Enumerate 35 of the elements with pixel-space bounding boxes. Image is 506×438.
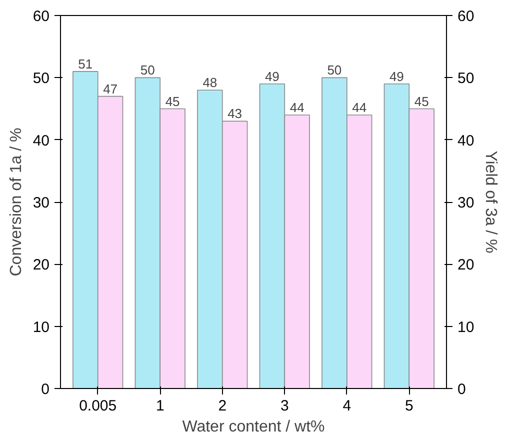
y2-tick-label: 40 [458,132,474,150]
x-tick-label: 0.005 [79,398,117,414]
data-label: 49 [264,68,280,84]
y2-tick-label: 30 [458,194,474,212]
y-axis-title: Conversion of 1a / % [8,128,25,276]
y-tick-label: 40 [32,132,50,150]
data-label: 44 [352,100,367,115]
x-axis-title: Water content / wt% [182,418,325,436]
x-tick-label: 3 [280,398,289,414]
y-tick-label: 30 [32,194,50,212]
data-label: 49 [389,68,404,84]
data-label: 50 [140,62,155,78]
x-tick-label: 2 [218,398,227,414]
data-label: 45 [165,94,180,109]
y2-tick-label: 0 [458,381,466,398]
y-tick-label: 0 [41,381,50,398]
y2-tick-label: 10 [458,318,474,336]
data-label: 48 [202,75,218,90]
y-tick-label: 20 [32,256,50,274]
x-tick-label: 1 [156,398,164,414]
y-tick-label: 60 [32,8,50,25]
y2-axis-title: Yield of 3a / % [482,150,500,254]
y-tick-label: 50 [32,70,50,88]
x-tick-label: 4 [342,398,352,414]
data-label: 50 [327,62,342,78]
data-label: 44 [290,100,304,115]
x-tick-label: 5 [404,398,414,414]
y2-tick-label: 50 [458,70,474,88]
y-tick-label: 10 [32,318,50,336]
data-label: 47 [103,81,118,96]
data-label: 51 [78,56,93,72]
data-label: 45 [414,94,429,109]
y2-tick-label: 20 [458,256,474,274]
data-label: 43 [228,106,242,122]
y2-tick-label: 60 [458,8,474,25]
